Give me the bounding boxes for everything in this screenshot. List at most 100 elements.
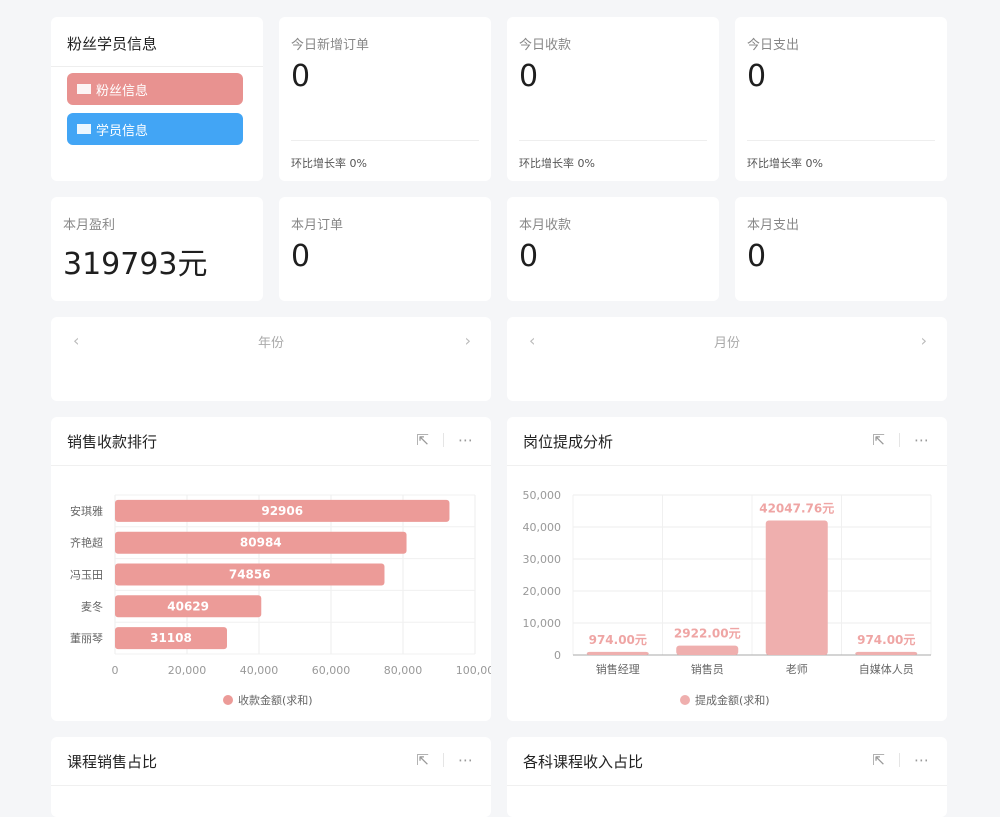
stat-label: 本月订单 <box>291 218 344 233</box>
data-label: 974.00元 <box>857 633 915 647</box>
more-icon[interactable]: ⋯ <box>914 431 929 449</box>
legend-marker <box>680 695 690 705</box>
y-tick-label: 冯玉田 <box>70 569 103 582</box>
year-label: 年份 <box>257 336 284 351</box>
legend-label: 收款金额(求和) <box>238 693 313 707</box>
stat-value: 319793元 <box>63 247 208 282</box>
table-icon <box>77 124 91 134</box>
external-link-icon[interactable]: ⇱ <box>872 751 885 769</box>
x-tick-label: 销售经理 <box>596 662 640 676</box>
x-tick-label: 40,000 <box>240 664 279 677</box>
button-label: 学员信息 <box>96 123 149 139</box>
stat-label: 今日支出 <box>747 38 800 53</box>
month-income-card: 本月收款 0 <box>507 197 719 301</box>
external-link-icon[interactable]: ⇱ <box>416 431 429 449</box>
bar <box>586 651 649 655</box>
data-label: 40629 <box>167 599 209 613</box>
today-expense-card: 今日支出 0 环比增长率 0% <box>735 17 947 181</box>
stat-value: 0 <box>747 59 767 94</box>
bar <box>115 595 262 618</box>
fans-info-button[interactable]: 粉丝信息 <box>67 73 243 105</box>
data-label: 31108 <box>150 631 192 645</box>
more-icon[interactable]: ⋯ <box>458 431 473 449</box>
month-profit-card: 本月盈利 319793元 <box>51 197 263 301</box>
month-expense-card: 本月支出 0 <box>735 197 947 301</box>
button-label: 粉丝信息 <box>96 83 149 99</box>
today-orders-card: 今日新增订单 0 环比增长率 0% <box>279 17 491 181</box>
stat-value: 0 <box>747 239 767 274</box>
stat-label: 本月盈利 <box>63 218 116 233</box>
x-tick-label: 0 <box>112 664 119 677</box>
bar <box>115 627 227 650</box>
external-link-icon[interactable]: ⇱ <box>416 751 429 769</box>
data-label: 80984 <box>240 536 282 550</box>
sales-rank-chart: 0 20,000 40,000 60,000 80,000 100,00 安琪雅 92906 齐… <box>70 494 491 707</box>
legend-label: 提成金额(求和) <box>695 693 770 707</box>
stat-value: 0 <box>291 239 311 274</box>
year-picker: ‹ 年份 › <box>51 317 491 401</box>
data-label: 2922.00元 <box>674 627 741 641</box>
prev-year-button[interactable]: ‹ <box>73 331 80 350</box>
commission-chart: 0 10,000 20,000 30,000 40,000 50,000 974.00元销售… <box>523 489 932 707</box>
course-income-panel: 各科课程收入占比 ⇱ ⋯ <box>507 737 947 817</box>
x-tick-label: 销售员 <box>691 662 724 676</box>
more-icon[interactable]: ⋯ <box>458 751 473 769</box>
bar <box>115 531 407 554</box>
commission-panel: 岗位提成分析 ⇱ ⋯ 0 10,000 20,000 30,000 40,000 50,00… <box>507 417 947 721</box>
panel-title: 岗位提成分析 <box>523 433 614 451</box>
panel-title: 课程销售占比 <box>67 753 158 771</box>
stat-value: 0 <box>519 239 539 274</box>
y-tick-label: 50,000 <box>523 489 562 502</box>
stat-value: 0 <box>519 59 539 94</box>
fans-card-title: 粉丝学员信息 <box>67 35 158 53</box>
panel-title: 销售收款排行 <box>67 433 158 451</box>
stat-value: 0 <box>291 59 311 94</box>
x-tick-label: 100,00 <box>456 664 491 677</box>
y-tick-label: 齐艳超 <box>70 536 103 550</box>
bar <box>765 520 828 655</box>
y-tick-label: 30,000 <box>523 553 562 566</box>
growth-rate: 环比增长率 0% <box>747 157 823 170</box>
next-month-button[interactable]: › <box>920 331 927 350</box>
data-label: 92906 <box>261 504 303 518</box>
month-picker: ‹ 月份 › <box>507 317 947 401</box>
bar <box>855 651 918 655</box>
growth-rate: 环比增长率 0% <box>291 157 367 170</box>
fans-student-card: 粉丝学员信息 粉丝信息 学员信息 <box>51 17 263 181</box>
course-sales-panel: 课程销售占比 ⇱ ⋯ <box>51 737 491 817</box>
prev-month-button[interactable]: ‹ <box>529 331 536 350</box>
next-year-button[interactable]: › <box>464 331 471 350</box>
y-tick-label: 安琪雅 <box>70 504 103 518</box>
x-tick-label: 自媒体人员 <box>859 662 914 676</box>
y-tick-label: 麦冬 <box>81 599 103 613</box>
divider <box>51 66 263 67</box>
data-label: 42047.76元 <box>759 501 834 515</box>
student-info-button[interactable]: 学员信息 <box>67 113 243 145</box>
stat-label: 今日新增订单 <box>291 38 370 53</box>
growth-rate: 环比增长率 0% <box>519 157 595 170</box>
table-icon <box>77 84 91 94</box>
more-icon[interactable]: ⋯ <box>914 751 929 769</box>
bar <box>676 645 739 655</box>
x-tick-label: 20,000 <box>168 664 207 677</box>
today-income-card: 今日收款 0 环比增长率 0% <box>507 17 719 181</box>
stat-label: 本月支出 <box>747 218 800 233</box>
data-label: 74856 <box>229 568 271 582</box>
x-tick-label: 老师 <box>786 663 808 676</box>
x-tick-label: 80,000 <box>384 664 423 677</box>
y-tick-label: 20,000 <box>523 585 562 598</box>
y-tick-label: 40,000 <box>523 521 562 534</box>
legend-marker <box>223 695 233 705</box>
external-link-icon[interactable]: ⇱ <box>872 431 885 449</box>
stat-label: 今日收款 <box>519 38 572 53</box>
bar <box>115 499 450 522</box>
y-tick-label: 董丽琴 <box>70 632 103 645</box>
stat-label: 本月收款 <box>519 218 572 233</box>
y-tick-label: 10,000 <box>523 617 562 630</box>
month-label: 月份 <box>713 336 740 351</box>
bar <box>115 563 385 586</box>
x-tick-label: 60,000 <box>312 664 351 677</box>
sales-rank-panel: 销售收款排行 ⇱ ⋯ 0 20,000 40,000 60,000 80,000 100,0… <box>51 417 491 721</box>
y-tick-label: 0 <box>554 649 561 662</box>
month-orders-card: 本月订单 0 <box>279 197 491 301</box>
